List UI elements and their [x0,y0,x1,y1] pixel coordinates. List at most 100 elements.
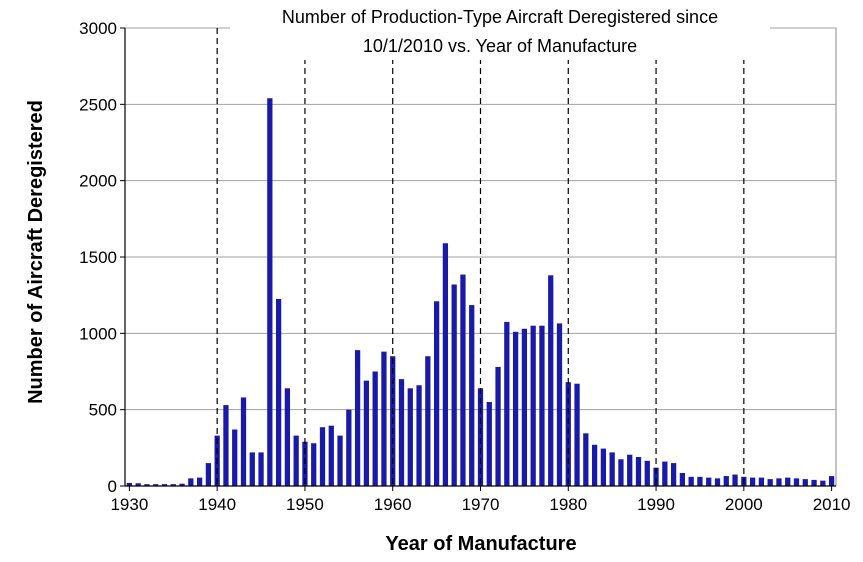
bar-1962 [407,388,413,486]
bar-2006 [793,478,800,486]
bar-1934 [161,484,168,486]
bar-1999 [732,474,738,486]
y-tick-label-500: 500 [89,401,117,420]
bar-1993 [679,473,686,486]
chart-title-line-1: Number of Production-Type Aircraft Dereg… [282,7,718,27]
bar-1994 [688,476,694,486]
bar-2003 [767,479,773,486]
bar-1971 [486,402,492,486]
bar-1990 [653,467,659,486]
bar-1957 [363,380,370,486]
bar-1979 [556,323,563,486]
bar-1992 [670,463,677,486]
bar-1961 [398,379,405,486]
x-tick-label-2010: 2010 [813,495,851,514]
y-tick-label-1500: 1500 [79,248,117,267]
bar-1987 [627,454,633,486]
bar-1942 [232,429,238,486]
bar-1995 [697,476,703,486]
bar-1996 [706,477,712,486]
bar-1954 [337,435,343,486]
bar-1953 [328,425,334,486]
bar-1969 [469,305,475,486]
bar-1964 [425,356,431,486]
bar-1977 [539,325,545,486]
y-tick-label-2000: 2000 [79,172,117,191]
bar-2009 [820,480,826,486]
y-tick-label-3000: 3000 [79,19,117,38]
bar-1991 [662,461,668,486]
x-tick-labels: 1930 1940 1950 1960 1970 1980 1990 2000 2010 [110,486,851,514]
bar-2007 [802,479,808,486]
bar-1948 [284,388,291,486]
bar-1931 [135,483,141,486]
bar-1970 [477,388,484,486]
bar-1930 [126,482,133,486]
bar-1973 [504,321,510,486]
decade-markers [216,28,745,486]
y-tick-label-2500: 2500 [79,95,117,114]
bar-1949 [293,435,299,486]
bar-2002 [758,477,765,486]
bar-1985 [609,452,615,486]
bar-1946 [267,98,273,486]
bar-1989 [644,460,650,486]
bar-1955 [346,409,352,486]
bar-1943 [240,397,247,486]
bar-1974 [512,331,519,486]
bar-1958 [372,371,378,486]
x-tick-label-1980: 1980 [549,495,587,514]
bar-1935 [170,484,176,486]
x-axis-title: Year of Manufacture [385,533,576,555]
bar-2010 [828,476,835,486]
y-tick-labels: 0 500 1000 1500 2000 2500 3000 [79,19,125,496]
bar-1937 [188,478,194,486]
bar-1980 [565,382,571,486]
bar-1975 [521,328,528,486]
bar-1965 [433,301,440,486]
bar-2008 [811,479,817,486]
x-tick-label-1960: 1960 [374,495,412,514]
bar-1966 [442,243,449,486]
bar-1978 [548,275,554,486]
bar-1982 [583,433,589,486]
bar-2001 [749,477,756,486]
bar-1932 [144,484,150,486]
bar-1933 [153,484,159,486]
bar-1959 [381,351,387,486]
bar-1983 [591,444,598,486]
bar-1976 [530,325,536,486]
y-tick-label-0: 0 [108,477,117,496]
title-background [230,8,770,60]
bar-1936 [179,483,185,486]
bar-1944 [249,452,255,486]
x-tick-label-1970: 1970 [462,495,500,514]
y-axis-title: Number of Aircraft Deregistered [25,100,47,404]
bar-1967 [451,284,457,486]
bar-1981 [574,383,580,486]
y-tick-label-1000: 1000 [79,324,117,343]
x-tick-label-1990: 1990 [637,495,675,514]
bar-1968 [460,274,466,486]
bar-2005 [785,477,791,486]
bar-1956 [354,350,361,486]
bar-1998 [723,476,729,486]
bar-1963 [416,385,422,486]
bar-1951 [311,443,317,486]
x-tick-label-1930: 1930 [110,495,148,514]
bar-1984 [600,448,607,486]
x-tick-label-2000: 2000 [725,495,763,514]
chart-title-line-2: 10/1/2010 vs. Year of Manufacture [363,36,637,56]
bar-1986 [618,459,624,486]
bar-1952 [319,427,326,486]
bar-1941 [223,405,229,486]
x-tick-label-1940: 1940 [198,495,236,514]
bar-1947 [275,298,282,486]
bar-1997 [714,478,721,486]
x-tick-label-1950: 1950 [286,495,324,514]
bar-1938 [196,477,203,486]
bar-2004 [776,478,782,486]
bar-1988 [635,456,642,486]
bar-1939 [205,463,212,486]
